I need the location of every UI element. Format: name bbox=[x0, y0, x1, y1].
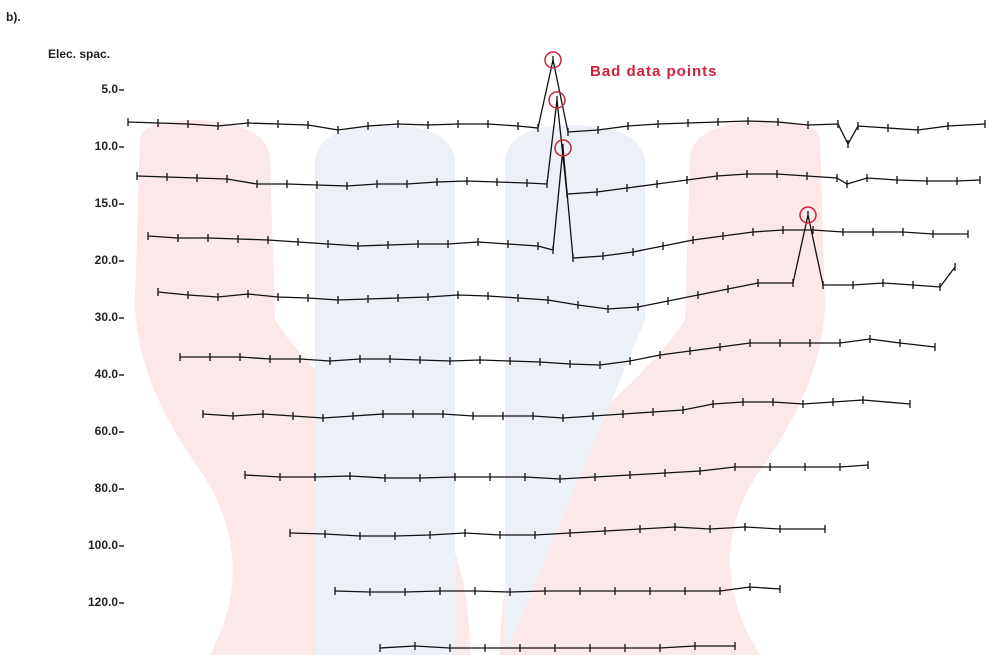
panel-label: b). bbox=[6, 10, 21, 24]
y-tick-label: 20.0 bbox=[95, 253, 119, 267]
y-tick-label: 100.0 bbox=[88, 538, 118, 552]
y-tick-label: 30.0 bbox=[95, 310, 119, 324]
y-tick-label: 15.0 bbox=[95, 196, 119, 210]
y-tick-label: 40.0 bbox=[95, 367, 119, 381]
watermark bbox=[135, 120, 825, 655]
y-tick-label: 80.0 bbox=[95, 481, 119, 495]
y-tick-label: 10.0 bbox=[95, 139, 119, 153]
annotation: Bad data points bbox=[590, 63, 718, 80]
y-tick-label: 60.0 bbox=[95, 424, 119, 438]
page: {"chart_data": { "type": "line", "panel_… bbox=[0, 0, 988, 655]
chart: b). Elec. spac. Bad data points 5.0 10.0 1… bbox=[0, 0, 988, 655]
axis-label: Elec. spac. bbox=[48, 47, 110, 61]
y-tick-label: 120.0 bbox=[88, 595, 118, 609]
y-tick-label: 5.0 bbox=[101, 82, 118, 96]
